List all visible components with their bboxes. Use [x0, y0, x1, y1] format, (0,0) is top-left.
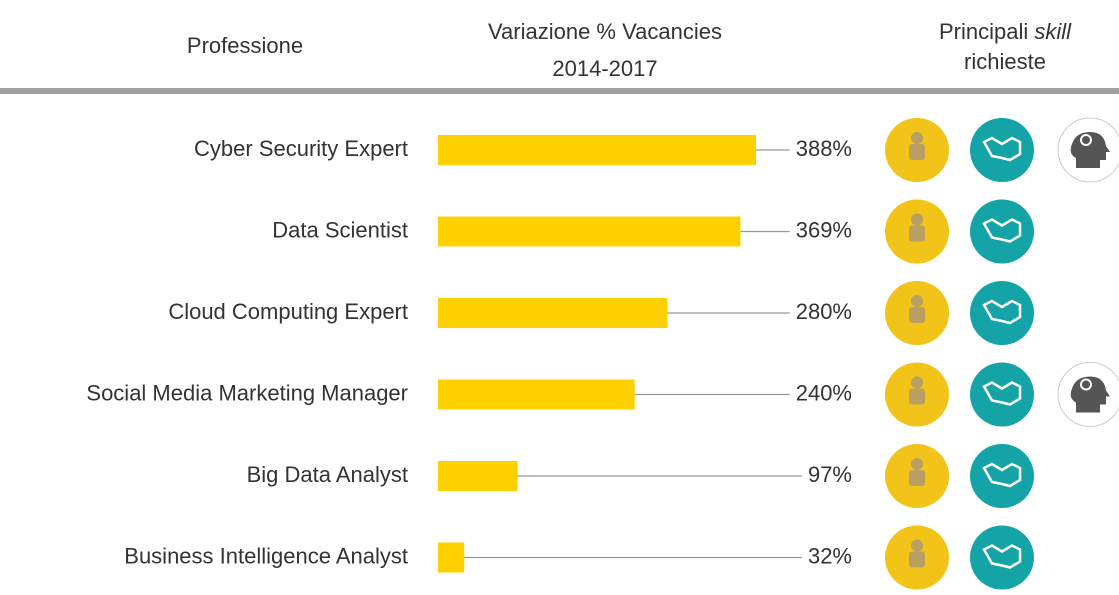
bar — [438, 135, 756, 165]
value-label: 369% — [796, 217, 852, 242]
robot-icon-body — [909, 144, 925, 160]
robot-icon-head — [911, 376, 923, 389]
robot-icon-body — [909, 551, 925, 568]
value-label: 388% — [796, 136, 852, 161]
robot-icon-body — [909, 225, 925, 242]
category-label: Cyber Security Expert — [194, 136, 408, 161]
header-skills-italic: skill — [1034, 19, 1072, 44]
value-label: 240% — [796, 380, 852, 405]
handshake-icon — [970, 525, 1034, 590]
robot-icon-head — [911, 295, 923, 307]
header-profession: Professione — [187, 33, 303, 58]
handshake-icon-shape — [982, 218, 1022, 243]
header-variation: Variazione % Vacancies — [488, 19, 722, 44]
handshake-icon-shape — [982, 136, 1022, 162]
bar — [438, 461, 518, 491]
handshake-icon-shape — [982, 299, 1022, 325]
robot-icon-head — [911, 539, 923, 552]
handshake-icon-shape — [982, 381, 1022, 406]
value-label: 97% — [808, 462, 852, 487]
bar — [438, 216, 741, 247]
handshake-icon — [970, 199, 1034, 264]
robot-icon-body — [909, 307, 925, 323]
handshake-icon — [970, 444, 1034, 508]
bar — [438, 542, 465, 573]
value-label: 280% — [796, 299, 852, 324]
handshake-icon-shape — [982, 544, 1022, 569]
robot-icon-head — [911, 132, 923, 144]
bar — [438, 379, 635, 410]
value-label: 32% — [808, 543, 852, 568]
bar — [438, 298, 668, 328]
category-label: Social Media Marketing Manager — [86, 380, 408, 405]
handshake-icon — [970, 281, 1034, 345]
category-label: Big Data Analyst — [247, 462, 408, 487]
header-separator — [0, 88, 1119, 94]
robot-icon-head — [911, 213, 923, 226]
robot-icon-head — [911, 458, 923, 470]
header-skills-text: Principali — [939, 19, 1034, 44]
brain-icon-gear — [1080, 134, 1092, 146]
category-label: Data Scientist — [272, 217, 408, 242]
header-skills: Principali skill — [939, 19, 1072, 44]
header-variation: 2014-2017 — [552, 56, 657, 81]
robot-icon-body — [909, 388, 925, 405]
header-skills: richieste — [964, 49, 1046, 74]
brain-icon-gear — [1080, 378, 1092, 391]
handshake-icon — [970, 362, 1034, 427]
robot-icon-body — [909, 470, 925, 486]
category-label: Business Intelligence Analyst — [124, 543, 408, 568]
handshake-icon-shape — [982, 462, 1022, 488]
category-label: Cloud Computing Expert — [168, 299, 408, 324]
handshake-icon — [970, 118, 1034, 182]
